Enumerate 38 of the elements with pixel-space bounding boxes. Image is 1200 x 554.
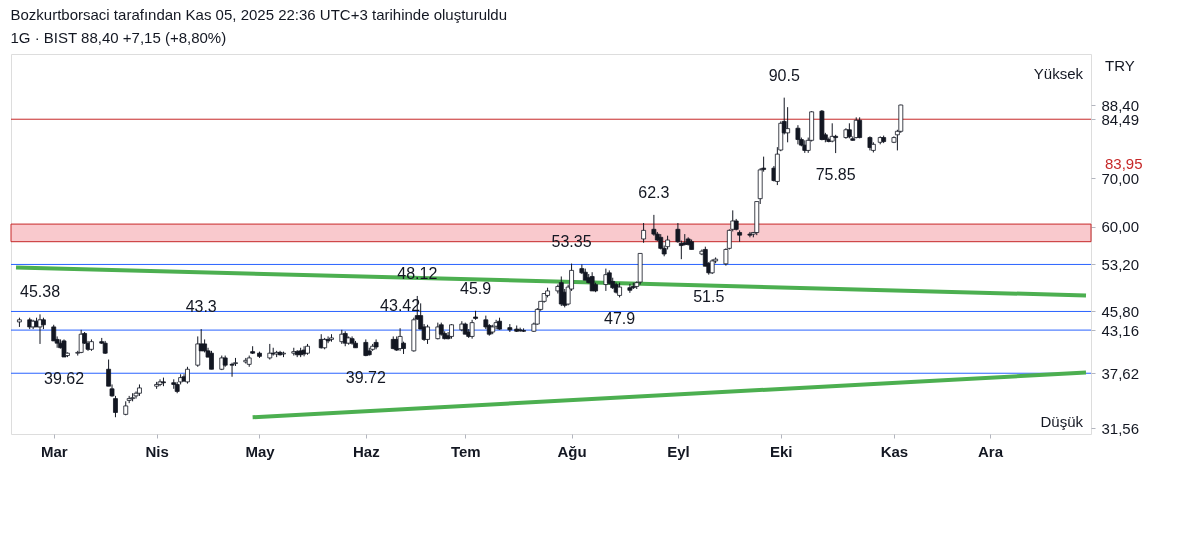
candlestick <box>651 214 657 237</box>
x-tick-label: Tem <box>450 442 481 460</box>
annotation: Düşük <box>1040 413 1084 430</box>
annotation: 62.3 <box>638 183 670 201</box>
y-tick-label: 43,16 <box>1101 321 1140 339</box>
candlestick <box>195 335 201 368</box>
annotation: 47.9 <box>604 310 636 328</box>
x-tick-label: Mar <box>40 442 68 460</box>
annotation: 75.85 <box>815 166 856 184</box>
x-tick-label: May <box>245 442 276 460</box>
x-tick-label: Ağu <box>557 442 587 460</box>
text: TRY <box>1105 57 1135 74</box>
chart-title: Bozkurtborsaci tarafından Kas 05, 2025 22:36 UTC+3 tarihinde oluşturuldu <box>10 6 508 23</box>
x-tick-label: Ara <box>977 442 1004 460</box>
y-tick-label: 60,00 <box>1101 218 1140 236</box>
y-tick-label: 31,56 <box>1101 419 1140 437</box>
x-tick-label: Nis <box>145 442 169 460</box>
candlestick <box>209 350 214 370</box>
text: 83,95 <box>1105 155 1143 172</box>
annotation: 43.3 <box>185 298 217 316</box>
x-tick-label: Eki <box>770 442 793 460</box>
y-tick-label: 37,62 <box>1101 364 1140 382</box>
annotation: 45.9 <box>459 279 492 297</box>
candlestick <box>785 106 791 143</box>
annotation: 90.5 <box>768 66 800 84</box>
annotation: 45.38 <box>19 283 61 301</box>
annotation: 51.5 <box>693 287 725 305</box>
y-tick-label: 45,80 <box>1101 302 1140 320</box>
y-tick-label: 53,20 <box>1101 255 1140 273</box>
candlestick <box>833 134 839 154</box>
chart-subtitle: 1G · BIST 88,40 +7,15 (+8,80%) <box>10 29 227 46</box>
x-tick-label: Kas <box>880 442 909 460</box>
x-tick-label: Haz <box>352 442 380 460</box>
annotation: 39.72 <box>345 369 386 387</box>
annotation: Yüksek <box>1033 65 1084 82</box>
annotation: 39.62 <box>43 369 85 387</box>
candlestick <box>641 222 646 244</box>
x-tick-label: Eyl <box>667 442 690 460</box>
